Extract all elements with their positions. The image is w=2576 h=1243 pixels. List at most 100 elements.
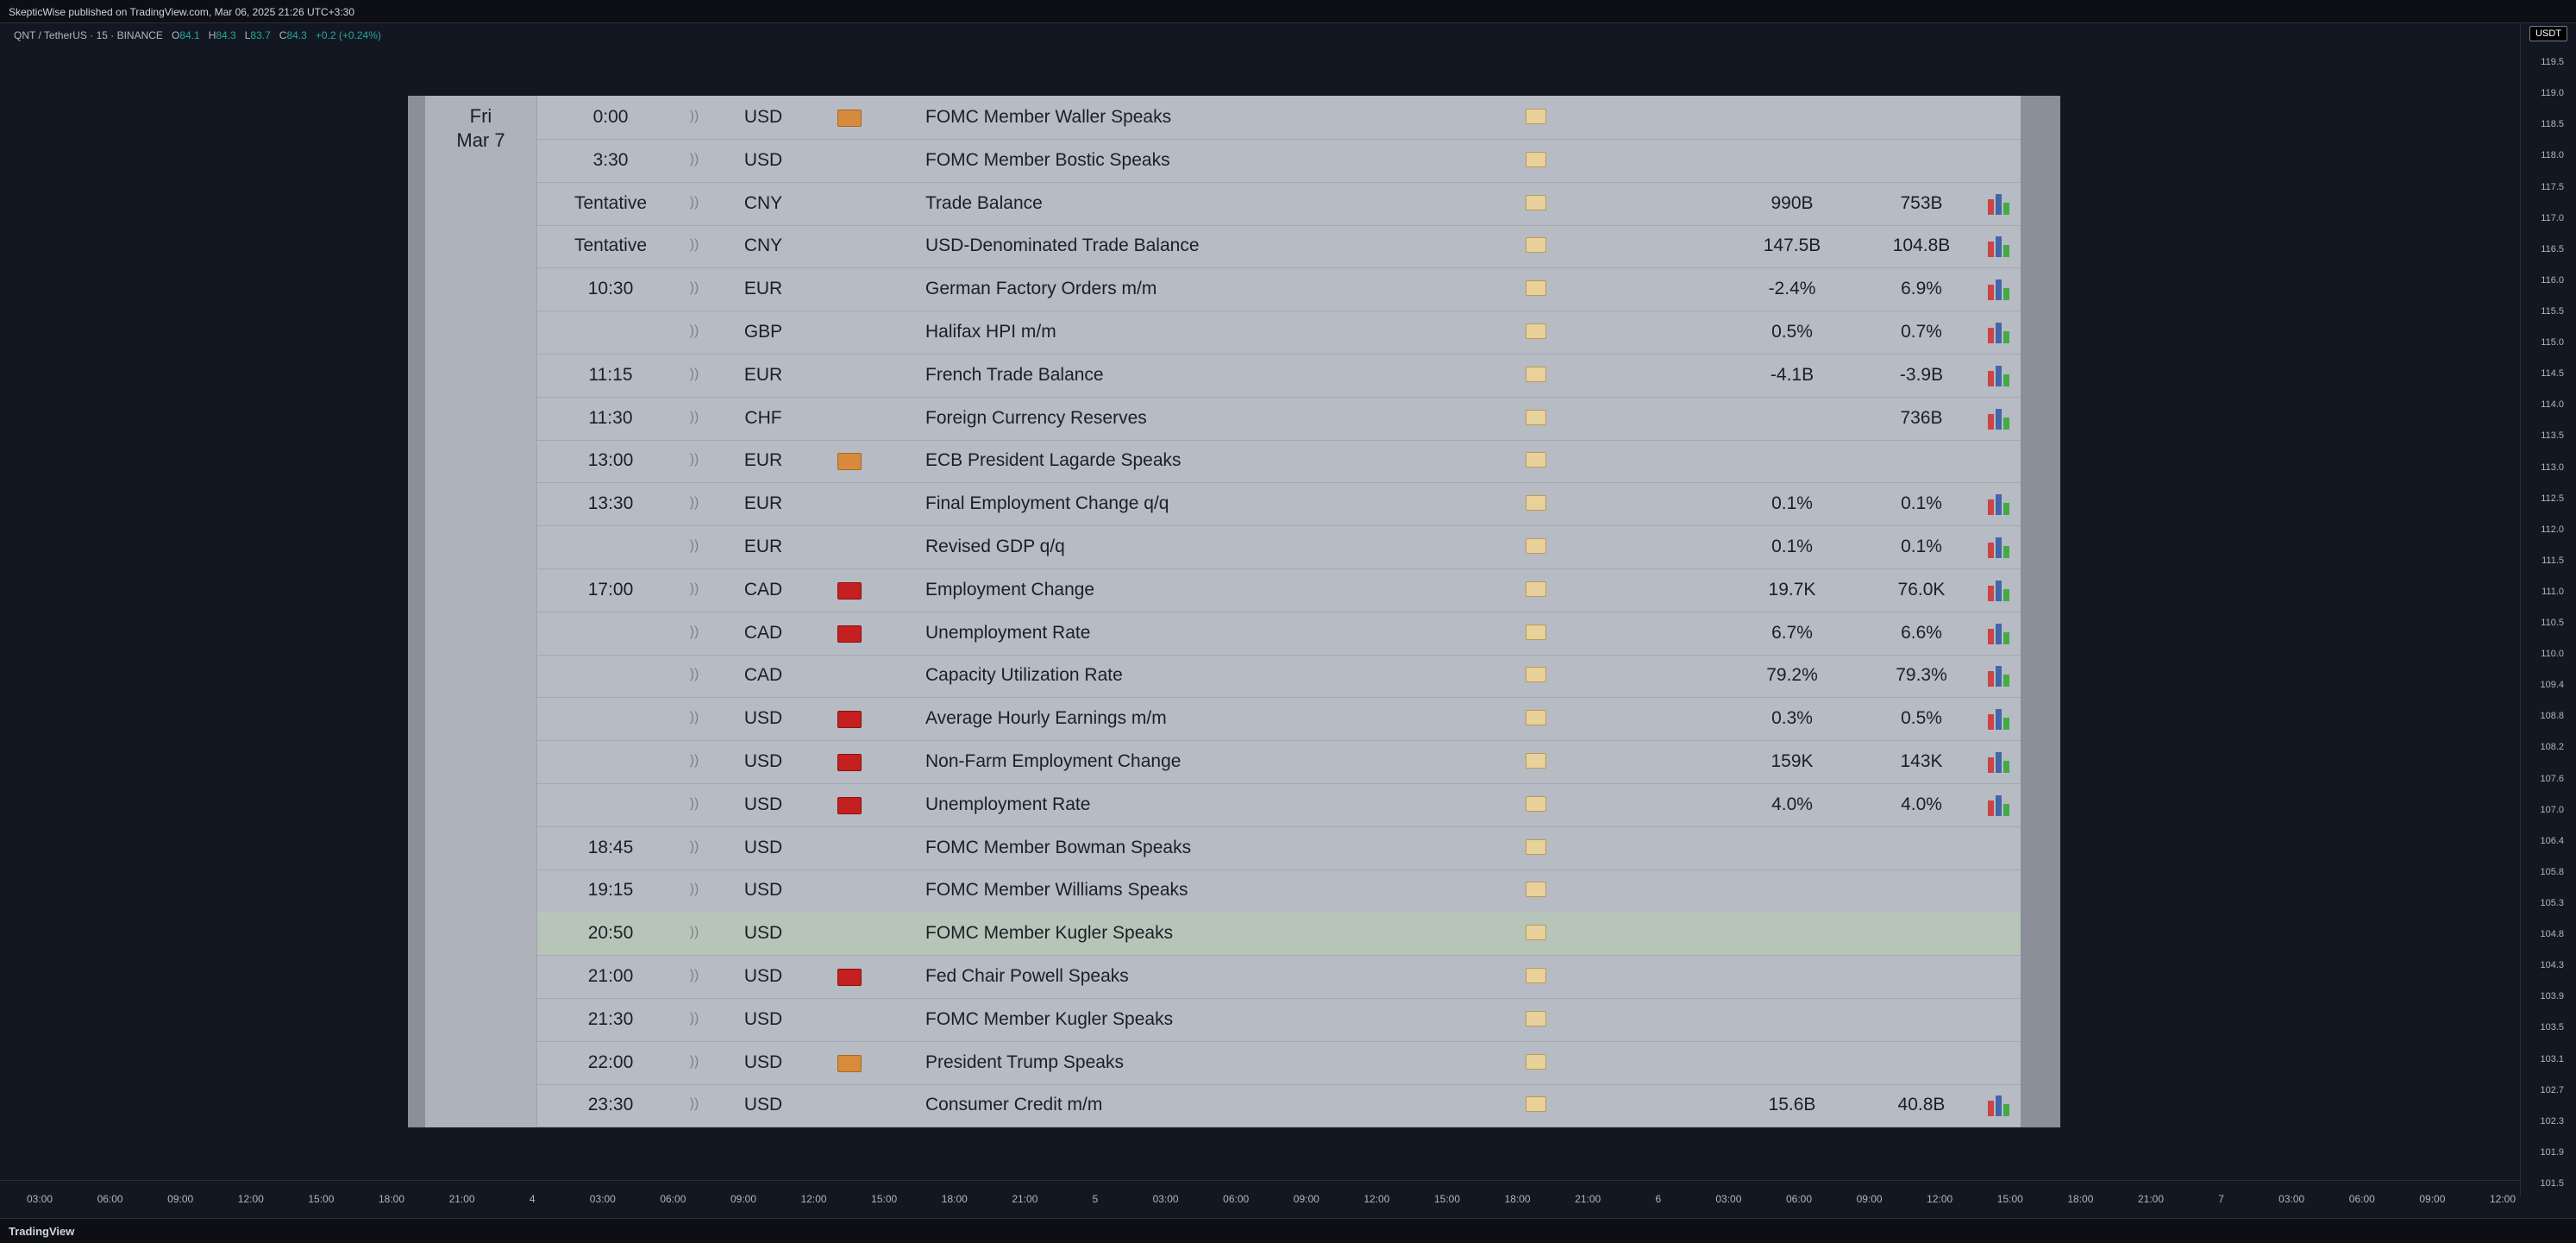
event-name[interactable]: FOMC Member Kugler Speaks [925,923,1174,944]
folder-icon[interactable] [1526,581,1546,597]
folder-icon[interactable] [1526,667,1546,683]
chart-icon[interactable] [1988,192,2012,215]
folder-icon[interactable] [1526,624,1546,640]
sound-icon[interactable]: )) [689,280,699,296]
event-name[interactable]: Revised GDP q/q [925,537,1065,556]
event-row[interactable]: Tentative)) CNY Trade Balance 990B 753B [537,182,2021,226]
sound-icon[interactable]: )) [689,194,699,210]
event-name[interactable]: President Trump Speaks [925,1052,1124,1072]
sound-icon[interactable]: )) [689,925,699,940]
event-name[interactable]: Foreign Currency Reserves [925,407,1147,428]
event-row[interactable]: 13:30)) EUR Final Employment Change q/q 0.1… [537,482,2021,527]
chart-icon[interactable] [1988,622,2012,644]
chart-icon[interactable] [1988,579,2012,601]
sound-icon[interactable]: )) [689,452,699,468]
price-axis[interactable]: 120.0119.5119.0118.5118.0117.5117.0116.5… [2520,22,2576,1196]
sound-icon[interactable]: )) [689,581,699,596]
event-name[interactable]: Unemployment Rate [925,622,1091,643]
event-name[interactable]: FOMC Member Waller Speaks [925,107,1172,127]
folder-icon[interactable] [1526,1053,1546,1070]
folder-icon[interactable] [1526,710,1546,726]
sound-icon[interactable]: )) [689,151,699,166]
folder-icon[interactable] [1526,323,1546,339]
folder-icon[interactable] [1526,838,1546,855]
chart-icon[interactable] [1988,493,2012,516]
chart-icon[interactable] [1988,321,2012,343]
chart-icon[interactable] [1988,664,2012,687]
event-row[interactable]: 21:30)) USD FOMC Member Kugler Speaks [537,998,2021,1042]
chart-icon[interactable] [1988,278,2012,301]
sound-icon[interactable]: )) [689,109,699,123]
event-name[interactable]: USD-Denominated Trade Balance [925,235,1200,256]
event-row[interactable]: 0:00)) USD FOMC Member Waller Speaks [537,96,2021,140]
event-row[interactable]: 19:15)) USD FOMC Member Williams Speaks [537,869,2021,913]
sound-icon[interactable]: )) [689,838,699,854]
event-name[interactable]: Unemployment Rate [925,794,1091,814]
sound-icon[interactable]: )) [689,323,699,338]
event-name[interactable]: ECB President Lagarde Speaks [925,450,1181,471]
folder-icon[interactable] [1526,409,1546,425]
folder-icon[interactable] [1526,366,1546,382]
folder-icon[interactable] [1526,1096,1546,1113]
time-axis[interactable]: 03:00 06:00 09:00 12:00 15:00 18:00 21:00 4 03:0… [0,1180,2521,1219]
chart-icon[interactable] [1988,1094,2012,1117]
event-name[interactable]: German Factory Orders m/m [925,279,1157,299]
tradingview-logo[interactable]: TradingView [9,1225,75,1238]
event-row[interactable]: 11:30)) CHF Foreign Currency Reserves 736B [537,397,2021,441]
chart-icon[interactable] [1988,235,2012,258]
event-row[interactable]: 17:00)) CAD Employment Change 19.7K 76.0K [537,568,2021,612]
event-name[interactable]: Average Hourly Earnings m/m [925,708,1167,729]
event-row[interactable]: )) GBP Halifax HPI m/m 0.5% 0.7% [537,311,2021,355]
event-row[interactable]: Tentative)) CNY USD-Denominated Trade Bala… [537,224,2021,269]
sound-icon[interactable]: )) [689,1096,699,1112]
event-name[interactable]: French Trade Balance [925,364,1104,385]
currency-badge[interactable]: USDT [2529,26,2567,41]
folder-icon[interactable] [1526,882,1546,898]
event-name[interactable]: FOMC Member Bostic Speaks [925,149,1170,170]
symbol-label[interactable]: QNT / TetherUS · 15 · BINANCE [14,29,163,41]
event-name[interactable]: Final Employment Change q/q [925,493,1169,514]
sound-icon[interactable]: )) [689,1053,699,1069]
sound-icon[interactable]: )) [689,882,699,897]
event-row[interactable]: )) USD Average Hourly Earnings m/m 0.3% 0.5% [537,697,2021,742]
event-row[interactable]: )) USD Non-Farm Employment Change 159K 143K [537,740,2021,784]
event-row[interactable]: 21:00)) USD Fed Chair Powell Speaks [537,955,2021,999]
folder-icon[interactable] [1526,925,1546,941]
folder-icon[interactable] [1526,151,1546,167]
folder-icon[interactable] [1526,753,1546,769]
event-name[interactable]: FOMC Member Williams Speaks [925,880,1188,901]
sound-icon[interactable]: )) [689,795,699,811]
sound-icon[interactable]: )) [689,409,699,424]
chart-icon[interactable] [1988,794,2012,816]
chart-icon[interactable] [1988,707,2012,731]
sound-icon[interactable]: )) [689,237,699,253]
event-name[interactable]: Capacity Utilization Rate [925,665,1123,686]
folder-icon[interactable] [1526,194,1546,210]
event-name[interactable]: Halifax HPI m/m [925,322,1056,342]
chart-icon[interactable] [1988,364,2012,386]
folder-icon[interactable] [1526,280,1546,297]
event-name[interactable]: Non-Farm Employment Change [925,751,1181,771]
sound-icon[interactable]: )) [689,710,699,725]
chart-icon[interactable] [1988,407,2012,430]
event-row[interactable]: 18:45)) USD FOMC Member Bowman Speaks [537,826,2021,870]
folder-icon[interactable] [1526,495,1546,512]
folder-icon[interactable] [1526,968,1546,983]
sound-icon[interactable]: )) [689,753,699,768]
event-name[interactable]: Trade Balance [925,192,1043,213]
event-row[interactable]: )) USD Unemployment Rate 4.0% 4.0% [537,783,2021,827]
sound-icon[interactable]: )) [689,1010,699,1026]
sound-icon[interactable]: )) [689,624,699,639]
chart-icon[interactable] [1988,536,2012,558]
event-name[interactable]: Consumer Credit m/m [925,1095,1103,1115]
sound-icon[interactable]: )) [689,366,699,381]
sound-icon[interactable]: )) [689,538,699,553]
sound-icon[interactable]: )) [689,495,699,511]
sound-icon[interactable]: )) [689,667,699,682]
event-name[interactable]: Fed Chair Powell Speaks [925,966,1129,986]
sound-icon[interactable]: )) [689,968,699,982]
event-name[interactable]: FOMC Member Kugler Speaks [925,1008,1174,1029]
event-row[interactable]: 20:50)) USD FOMC Member Kugler Speaks [537,912,2021,957]
folder-icon[interactable] [1526,452,1546,468]
event-name[interactable]: Employment Change [925,579,1095,600]
